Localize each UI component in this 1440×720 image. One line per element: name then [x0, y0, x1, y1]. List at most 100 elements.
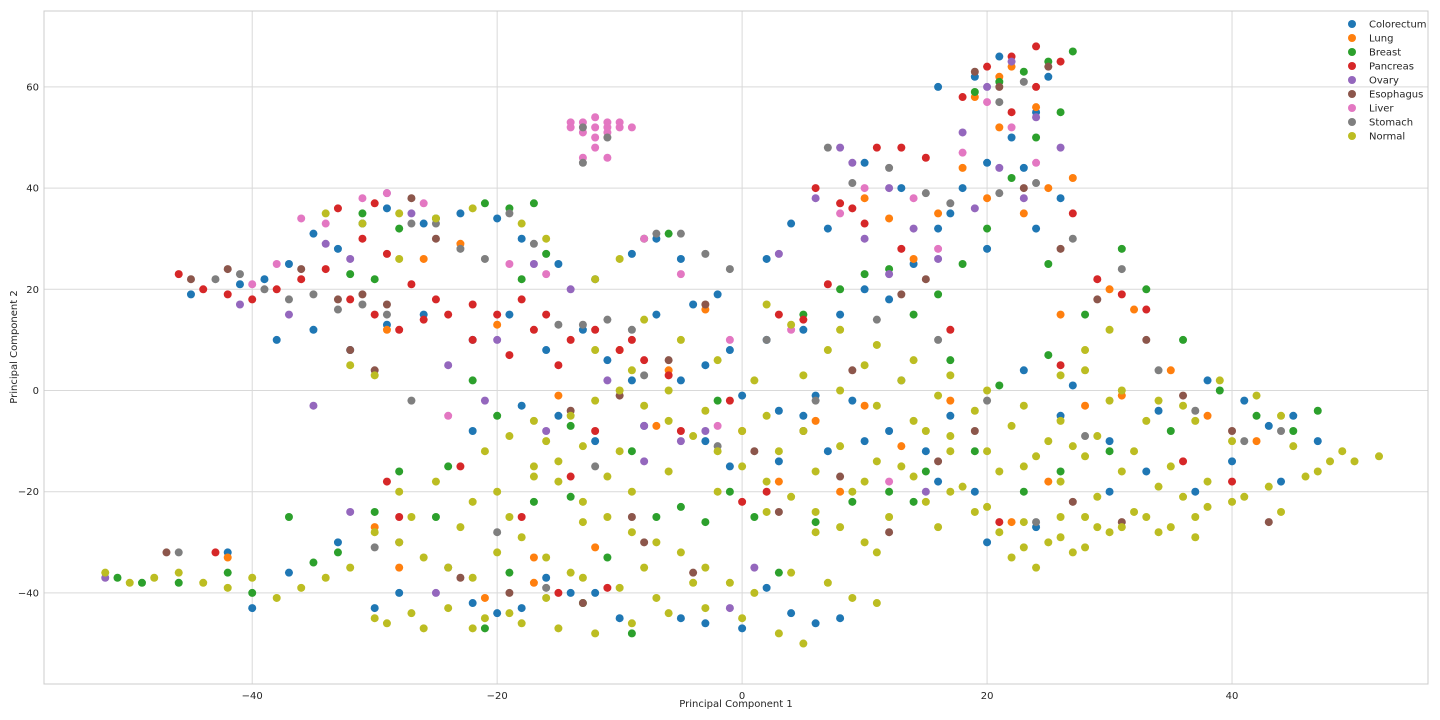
- data-point: [174, 578, 183, 587]
- data-point: [382, 477, 391, 486]
- data-point: [591, 346, 600, 355]
- data-point: [1056, 477, 1065, 486]
- legend-label: Breast: [1369, 48, 1401, 59]
- data-point: [762, 477, 771, 486]
- data-point: [407, 513, 416, 522]
- data-point: [640, 401, 649, 410]
- data-point: [1228, 426, 1237, 435]
- data-point: [934, 244, 943, 253]
- data-point: [676, 229, 685, 238]
- data-point: [995, 123, 1004, 132]
- data-point: [762, 507, 771, 516]
- data-point: [505, 609, 514, 618]
- data-point: [909, 194, 918, 203]
- data-point: [456, 573, 465, 582]
- data-point: [909, 416, 918, 425]
- data-point: [934, 254, 943, 263]
- data-point: [1032, 224, 1041, 233]
- data-point: [529, 199, 538, 208]
- data-point: [1081, 543, 1090, 552]
- data-point: [836, 285, 845, 294]
- data-point: [774, 310, 783, 319]
- data-point: [1032, 158, 1041, 167]
- data-point: [1179, 335, 1188, 344]
- data-point: [1289, 442, 1298, 451]
- data-point: [395, 224, 404, 233]
- data-point: [358, 300, 367, 309]
- data-points: [101, 42, 1384, 648]
- data-point: [480, 254, 489, 263]
- data-point: [444, 411, 453, 420]
- data-point: [542, 583, 551, 592]
- data-point: [554, 260, 563, 269]
- legend-label: Pancreas: [1369, 62, 1414, 73]
- data-point: [640, 315, 649, 324]
- data-point: [885, 214, 894, 223]
- data-point: [750, 513, 759, 522]
- data-point: [1032, 179, 1041, 188]
- data-point: [836, 209, 845, 218]
- data-point: [774, 568, 783, 577]
- data-point: [444, 604, 453, 613]
- x-axis-ticks: −40 −20 0 20 40: [242, 691, 1239, 702]
- data-point: [934, 523, 943, 532]
- data-point: [358, 290, 367, 299]
- data-point: [1081, 432, 1090, 441]
- data-point: [640, 457, 649, 466]
- data-point: [1019, 163, 1028, 172]
- data-point: [627, 335, 636, 344]
- legend-item-liver: Liver: [1348, 104, 1394, 115]
- data-point: [186, 275, 195, 284]
- data-point: [615, 386, 624, 395]
- data-point: [1056, 533, 1065, 542]
- data-point: [1326, 457, 1335, 466]
- legend-item-normal: Normal: [1348, 132, 1405, 143]
- data-point: [493, 548, 502, 557]
- data-point: [223, 568, 232, 577]
- data-point: [921, 497, 930, 506]
- data-point: [1191, 513, 1200, 522]
- data-point: [627, 513, 636, 522]
- data-point: [395, 209, 404, 218]
- data-point: [578, 442, 587, 451]
- data-point: [701, 361, 710, 370]
- data-point: [1068, 209, 1077, 218]
- data-point: [787, 320, 796, 329]
- data-point: [860, 361, 869, 370]
- data-point: [566, 492, 575, 501]
- data-point: [468, 497, 477, 506]
- data-point: [1240, 437, 1249, 446]
- data-point: [407, 396, 416, 405]
- data-point: [542, 249, 551, 258]
- data-point: [468, 426, 477, 435]
- legend-marker: [1348, 104, 1356, 112]
- data-point: [284, 295, 293, 304]
- y-tick-label: −20: [18, 487, 39, 498]
- data-point: [566, 472, 575, 481]
- data-point: [1375, 452, 1384, 461]
- data-point: [554, 391, 563, 400]
- data-point: [468, 599, 477, 608]
- data-point: [591, 275, 600, 284]
- data-point: [897, 184, 906, 193]
- data-point: [578, 518, 587, 527]
- data-point: [811, 396, 820, 405]
- legend-marker: [1348, 132, 1356, 140]
- data-point: [248, 573, 257, 582]
- data-point: [529, 239, 538, 248]
- data-point: [848, 366, 857, 375]
- data-point: [762, 254, 771, 263]
- data-point: [946, 371, 955, 380]
- data-point: [615, 614, 624, 623]
- data-point: [1068, 381, 1077, 390]
- data-point: [823, 280, 832, 289]
- data-point: [505, 588, 514, 597]
- data-point: [811, 467, 820, 476]
- data-point: [664, 229, 673, 238]
- data-point: [542, 593, 551, 602]
- data-point: [762, 411, 771, 420]
- data-point: [1338, 447, 1347, 456]
- data-point: [762, 487, 771, 496]
- data-point: [970, 487, 979, 496]
